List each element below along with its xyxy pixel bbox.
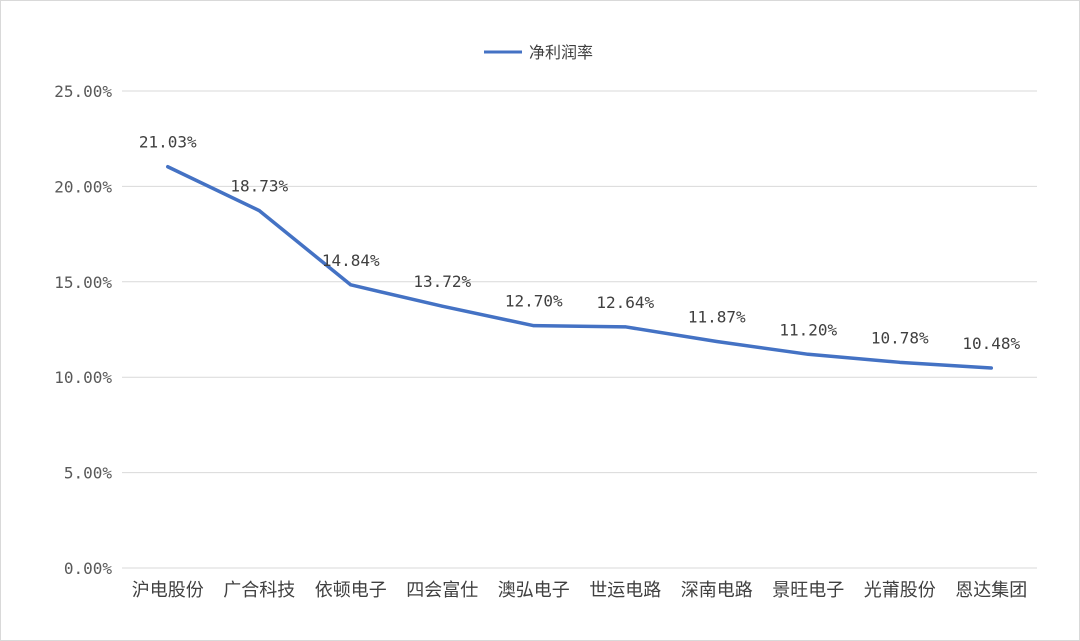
- x-category-label: 沪电股份: [132, 580, 204, 601]
- data-point: [989, 366, 993, 370]
- x-category-label: 深南电路: [681, 580, 753, 601]
- data-label: 10.48%: [962, 334, 1020, 353]
- x-category-label: 澳弘电子: [498, 580, 570, 601]
- x-category-label: 依顿电子: [315, 580, 387, 601]
- data-point: [806, 352, 810, 356]
- series-layer: [166, 164, 993, 370]
- data-label: 14.84%: [322, 251, 380, 270]
- legend-label: 净利润率: [529, 43, 593, 62]
- data-label: 13.72%: [413, 272, 471, 291]
- data-label: 21.03%: [139, 133, 197, 152]
- data-point: [898, 360, 902, 364]
- data-point: [166, 165, 170, 169]
- data-labels: 21.03% 18.73% 14.84% 13.72% 12.70% 12.64% 11.8…: [139, 133, 1021, 353]
- data-label: 18.73%: [230, 177, 288, 196]
- y-axis-tick-labels: 0.00% 5.00% 10.00% 15.00% 20.00% 25.00%: [54, 82, 112, 578]
- x-category-label: 四会富仕: [406, 580, 478, 601]
- x-category-label: 光莆股份: [864, 580, 936, 601]
- data-label: 12.64%: [596, 293, 654, 312]
- data-label: 10.78%: [871, 328, 929, 347]
- data-point: [257, 209, 261, 213]
- x-category-label: 世运电路: [589, 580, 661, 601]
- y-tick-label: 15.00%: [54, 273, 112, 292]
- grid-lines: [122, 90, 1037, 569]
- series-line: [166, 164, 993, 370]
- y-tick-label: 20.00%: [54, 177, 112, 196]
- x-category-label: 恩达集团: [955, 580, 1027, 601]
- y-tick-label: 0.00%: [64, 559, 113, 578]
- data-label: 11.20%: [779, 320, 837, 339]
- x-category-label: 广合科技: [223, 580, 295, 601]
- data-point: [532, 324, 536, 328]
- x-category-label: 景旺电子: [772, 580, 844, 601]
- data-point: [623, 325, 627, 329]
- y-tick-label: 5.00%: [64, 464, 113, 483]
- y-tick-label: 10.00%: [54, 368, 112, 387]
- data-point: [349, 283, 353, 287]
- x-axis-category-labels: 沪电股份 广合科技 依顿电子 四会富仕 澳弘电子 世运电路 深南电路 景旺电子 光莆股份 恩达集团: [132, 580, 1028, 601]
- data-label: 11.87%: [688, 308, 746, 327]
- legend: 净利润率: [484, 43, 593, 62]
- data-point: [715, 340, 719, 344]
- data-label: 12.70%: [505, 292, 563, 311]
- data-point: [440, 304, 444, 308]
- y-tick-label: 25.00%: [54, 82, 112, 101]
